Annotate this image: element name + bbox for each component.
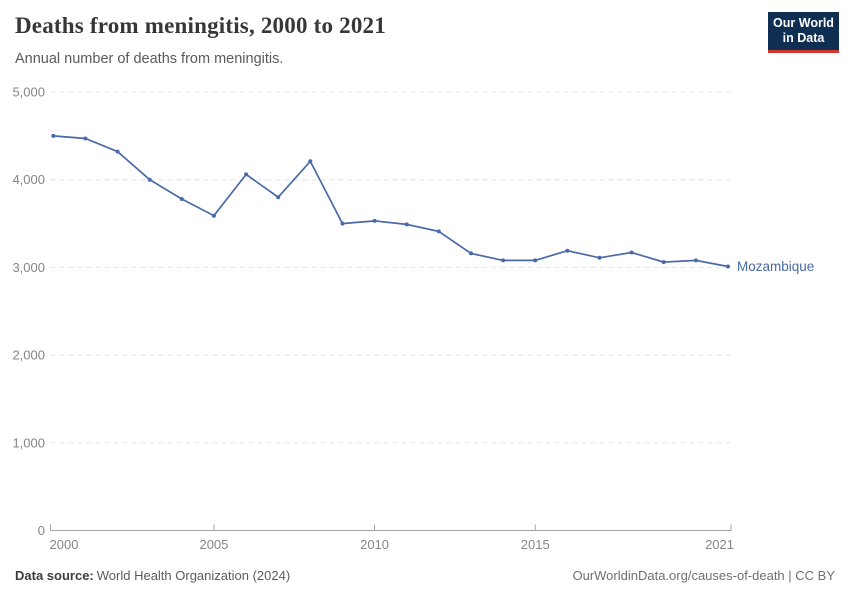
data-point[interactable]	[276, 195, 281, 200]
data-point[interactable]	[533, 258, 538, 263]
owid-logo[interactable]: Our World in Data	[768, 12, 839, 53]
data-point[interactable]	[372, 218, 377, 223]
data-point[interactable]	[115, 149, 120, 154]
data-point[interactable]	[629, 250, 634, 255]
chart-footer: Data source: World Health Organization (2…	[15, 568, 835, 583]
data-point[interactable]	[244, 172, 249, 177]
data-source-label: Data source:	[15, 568, 94, 583]
owid-logo-line1: Our World	[773, 16, 834, 30]
x-axis-tick-label: 2000	[50, 537, 79, 552]
data-source: Data source: World Health Organization (2…	[15, 568, 290, 583]
attribution-link[interactable]: OurWorldinData.org/causes-of-death | CC …	[572, 568, 835, 583]
y-axis-tick-label: 1,000	[12, 435, 45, 450]
data-point[interactable]	[693, 258, 698, 263]
data-point[interactable]	[179, 197, 184, 201]
data-point[interactable]	[404, 222, 409, 227]
x-axis-tick-label: 2021	[705, 537, 734, 552]
x-axis-tick-label: 2010	[360, 537, 389, 552]
x-axis-tick-label: 2005	[199, 537, 228, 552]
y-axis-tick-label: 3,000	[12, 260, 45, 275]
data-point[interactable]	[211, 213, 216, 218]
owid-logo-line2: in Data	[782, 31, 825, 45]
y-axis-tick-label: 4,000	[12, 172, 45, 187]
data-point[interactable]	[469, 251, 473, 256]
data-point[interactable]	[51, 133, 56, 138]
data-source-value: World Health Organization (2024)	[96, 568, 291, 583]
data-point[interactable]	[501, 258, 506, 263]
series-end-label[interactable]: Mozambique	[737, 259, 814, 274]
chart-subtitle: Annual number of deaths from meningitis.	[15, 51, 284, 67]
data-point[interactable]	[147, 177, 152, 182]
data-point[interactable]	[565, 248, 570, 253]
page-title: Deaths from meningitis, 2000 to 2021	[15, 13, 386, 38]
series-line-mozambique[interactable]	[53, 135, 729, 268]
y-axis-tick-label: 5,000	[12, 85, 45, 100]
data-point[interactable]	[436, 229, 441, 234]
data-point[interactable]	[726, 264, 730, 269]
data-point[interactable]	[661, 260, 666, 265]
y-axis-tick-label: 2,000	[12, 348, 45, 363]
data-point[interactable]	[340, 221, 345, 226]
y-axis-tick-label: 0	[38, 523, 45, 538]
data-point[interactable]	[83, 136, 88, 141]
x-axis-tick-label: 2015	[521, 537, 550, 552]
data-point[interactable]	[597, 255, 602, 260]
data-point[interactable]	[308, 159, 313, 164]
